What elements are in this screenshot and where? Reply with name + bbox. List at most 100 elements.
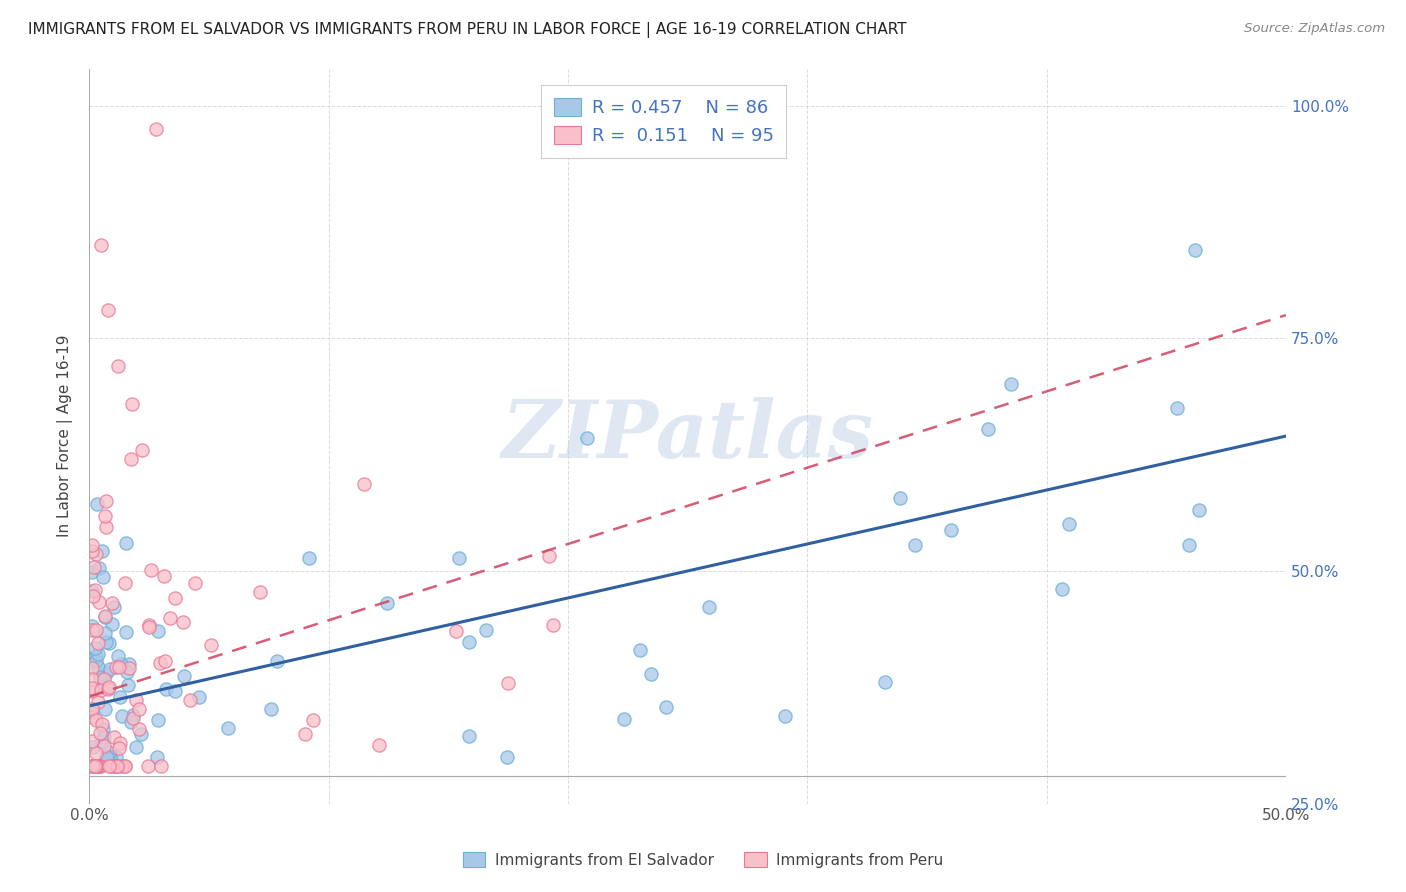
Point bbox=[457, 634, 479, 648]
Point bbox=[90, 680, 112, 694]
Point bbox=[1000, 377, 1022, 392]
Point bbox=[84, 547, 107, 561]
Point bbox=[150, 759, 173, 773]
Point bbox=[82, 739, 104, 754]
Point bbox=[294, 727, 316, 741]
Point bbox=[93, 739, 115, 754]
Text: Source: ZipAtlas.com: Source: ZipAtlas.com bbox=[1244, 22, 1385, 36]
Point bbox=[84, 759, 107, 773]
Point bbox=[266, 654, 288, 668]
Point bbox=[114, 576, 136, 591]
Point bbox=[90, 717, 112, 731]
Point bbox=[136, 759, 159, 773]
Point bbox=[80, 583, 103, 598]
Point bbox=[100, 662, 122, 676]
Point bbox=[541, 617, 564, 632]
Point bbox=[875, 675, 897, 690]
Point bbox=[115, 665, 138, 679]
Point bbox=[138, 620, 160, 634]
Legend: Immigrants from El Salvador, Immigrants from Peru: Immigrants from El Salvador, Immigrants … bbox=[456, 844, 950, 875]
Point bbox=[89, 726, 111, 740]
Point bbox=[96, 635, 118, 649]
Point bbox=[82, 759, 104, 773]
Point bbox=[105, 660, 128, 674]
Point bbox=[1166, 401, 1188, 416]
Point bbox=[80, 543, 103, 558]
Point bbox=[89, 759, 111, 773]
Point bbox=[80, 566, 103, 580]
Point bbox=[128, 702, 150, 716]
Point bbox=[114, 536, 136, 550]
Point bbox=[93, 610, 115, 624]
Point bbox=[84, 759, 107, 773]
Point bbox=[117, 678, 139, 692]
Point bbox=[80, 710, 103, 724]
Point bbox=[475, 624, 498, 638]
Point bbox=[118, 661, 141, 675]
Point bbox=[96, 750, 118, 764]
Point bbox=[146, 750, 169, 764]
Point bbox=[111, 708, 134, 723]
Point bbox=[96, 750, 118, 764]
Point bbox=[628, 643, 651, 657]
Point bbox=[496, 750, 519, 764]
Point bbox=[104, 750, 127, 764]
Point bbox=[89, 670, 111, 684]
Point bbox=[90, 238, 112, 252]
Point bbox=[108, 660, 131, 674]
Point bbox=[80, 661, 103, 675]
Point bbox=[114, 759, 136, 773]
Point bbox=[80, 705, 103, 719]
Point bbox=[640, 667, 662, 681]
Point bbox=[118, 657, 141, 671]
Point bbox=[104, 759, 127, 773]
Point bbox=[148, 624, 170, 638]
Point bbox=[165, 591, 187, 606]
Point bbox=[108, 736, 131, 750]
Point bbox=[889, 491, 911, 506]
Point bbox=[86, 695, 108, 709]
Y-axis label: In Labor Force | Age 16-19: In Labor Force | Age 16-19 bbox=[58, 334, 73, 537]
Point bbox=[80, 619, 103, 633]
Point bbox=[375, 597, 398, 611]
Point bbox=[96, 750, 118, 764]
Point bbox=[249, 584, 271, 599]
Point bbox=[108, 690, 131, 704]
Point bbox=[155, 681, 177, 696]
Point bbox=[93, 730, 115, 744]
Point bbox=[122, 711, 145, 725]
Point bbox=[173, 669, 195, 683]
Point bbox=[141, 562, 163, 576]
Point bbox=[165, 683, 187, 698]
Point bbox=[86, 497, 108, 511]
Point bbox=[498, 676, 520, 690]
Point bbox=[108, 741, 131, 756]
Point bbox=[260, 702, 283, 716]
Point bbox=[114, 759, 136, 773]
Point bbox=[179, 693, 201, 707]
Point bbox=[368, 738, 391, 752]
Point bbox=[105, 759, 128, 773]
Point bbox=[91, 569, 114, 583]
Point bbox=[904, 538, 927, 552]
Point bbox=[125, 740, 148, 755]
Point bbox=[655, 700, 678, 714]
Point bbox=[187, 690, 209, 705]
Text: IMMIGRANTS FROM EL SALVADOR VS IMMIGRANTS FROM PERU IN LABOR FORCE | AGE 16-19 C: IMMIGRANTS FROM EL SALVADOR VS IMMIGRANT… bbox=[28, 22, 907, 38]
Point bbox=[84, 759, 107, 773]
Point bbox=[149, 657, 172, 671]
Point bbox=[87, 561, 110, 575]
Point bbox=[84, 759, 107, 773]
Point bbox=[91, 733, 114, 747]
Point bbox=[84, 583, 107, 598]
Point bbox=[90, 682, 112, 697]
Point bbox=[1184, 243, 1206, 257]
Point bbox=[107, 648, 129, 663]
Point bbox=[449, 550, 471, 565]
Point bbox=[87, 647, 110, 661]
Point bbox=[94, 608, 117, 623]
Point bbox=[1177, 538, 1199, 552]
Point bbox=[80, 702, 103, 716]
Point bbox=[84, 623, 107, 637]
Point bbox=[98, 680, 121, 694]
